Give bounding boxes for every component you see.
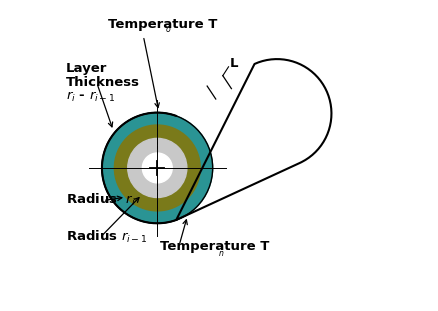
Text: Radius  $r_i$: Radius $r_i$: [65, 192, 135, 208]
Text: $_n$: $_n$: [217, 249, 224, 259]
Text: Temperature T: Temperature T: [107, 18, 216, 31]
Circle shape: [127, 138, 187, 197]
Text: Temperature T: Temperature T: [160, 240, 269, 253]
Text: Radius $r_{i-1}$: Radius $r_{i-1}$: [65, 229, 147, 245]
Text: $r_i$ - $r_{i-1}$: $r_i$ - $r_{i-1}$: [65, 90, 115, 104]
Circle shape: [114, 125, 200, 211]
Text: $_o$: $_o$: [165, 25, 171, 35]
Text: L: L: [230, 57, 238, 70]
Circle shape: [142, 153, 172, 183]
Text: Thickness: Thickness: [65, 76, 139, 89]
Text: Layer: Layer: [65, 62, 107, 75]
Circle shape: [102, 113, 212, 223]
